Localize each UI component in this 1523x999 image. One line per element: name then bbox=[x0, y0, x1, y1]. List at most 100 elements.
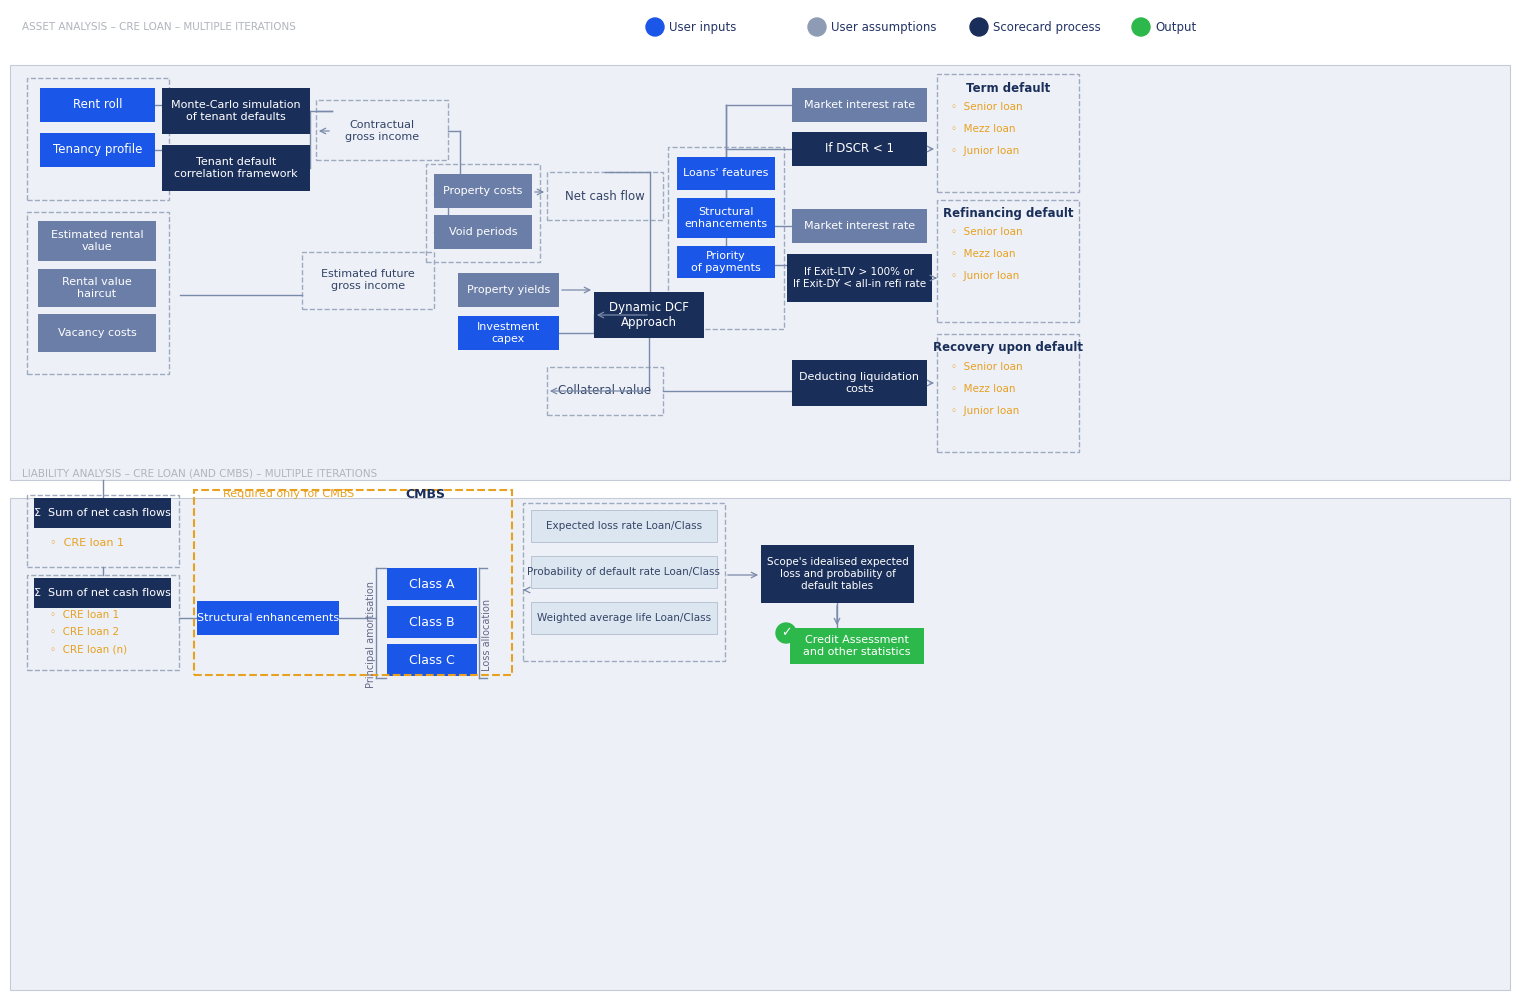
Text: Class A: Class A bbox=[410, 577, 455, 590]
Text: Credit Assessment
and other statistics: Credit Assessment and other statistics bbox=[803, 635, 911, 656]
FancyBboxPatch shape bbox=[532, 510, 717, 542]
Text: ◦  CRE loan 2: ◦ CRE loan 2 bbox=[50, 627, 119, 637]
Text: Tenancy profile: Tenancy profile bbox=[53, 144, 142, 157]
Text: User inputs: User inputs bbox=[669, 21, 737, 34]
Text: Scorecard process: Scorecard process bbox=[993, 21, 1101, 34]
FancyBboxPatch shape bbox=[458, 316, 559, 350]
Text: Deducting liquidation
costs: Deducting liquidation costs bbox=[800, 373, 920, 394]
FancyBboxPatch shape bbox=[11, 65, 1509, 480]
Text: Investment
capex: Investment capex bbox=[477, 323, 541, 344]
Text: Recovery upon default: Recovery upon default bbox=[934, 342, 1083, 355]
Text: Collateral value: Collateral value bbox=[559, 385, 652, 398]
FancyBboxPatch shape bbox=[387, 606, 477, 638]
FancyBboxPatch shape bbox=[792, 132, 928, 166]
Text: Property costs: Property costs bbox=[443, 186, 522, 196]
FancyBboxPatch shape bbox=[678, 157, 775, 190]
FancyBboxPatch shape bbox=[532, 602, 717, 634]
Text: ◦  Senior loan: ◦ Senior loan bbox=[950, 362, 1022, 372]
Text: Loans' features: Loans' features bbox=[684, 169, 769, 179]
FancyBboxPatch shape bbox=[678, 246, 775, 278]
Text: Tenant default
correlation framework: Tenant default correlation framework bbox=[174, 157, 299, 179]
FancyBboxPatch shape bbox=[594, 292, 704, 338]
Text: Rent roll: Rent roll bbox=[73, 99, 122, 112]
Text: Market interest rate: Market interest rate bbox=[804, 100, 915, 110]
FancyBboxPatch shape bbox=[762, 545, 914, 603]
Text: If DSCR < 1: If DSCR < 1 bbox=[825, 143, 894, 156]
Text: Refinancing default: Refinancing default bbox=[943, 207, 1074, 220]
Text: Contractual
gross income: Contractual gross income bbox=[344, 120, 419, 142]
Text: Required only for CMBS: Required only for CMBS bbox=[224, 489, 355, 499]
FancyBboxPatch shape bbox=[678, 198, 775, 238]
FancyBboxPatch shape bbox=[38, 269, 155, 307]
Text: Probability of default rate Loan/Class: Probability of default rate Loan/Class bbox=[527, 567, 720, 577]
FancyBboxPatch shape bbox=[792, 209, 928, 243]
Text: Σ  Sum of net cash flows: Σ Sum of net cash flows bbox=[34, 508, 171, 518]
Text: Dynamic DCF
Approach: Dynamic DCF Approach bbox=[609, 301, 688, 329]
Circle shape bbox=[646, 18, 664, 36]
FancyBboxPatch shape bbox=[434, 215, 532, 249]
Text: Principal amortisation: Principal amortisation bbox=[366, 581, 376, 688]
Text: Scope's idealised expected
loss and probability of
default tables: Scope's idealised expected loss and prob… bbox=[766, 557, 908, 590]
FancyBboxPatch shape bbox=[792, 360, 928, 406]
Text: Weighted average life Loan/Class: Weighted average life Loan/Class bbox=[538, 613, 711, 623]
Circle shape bbox=[777, 623, 797, 643]
Text: ◦  CRE loan (n): ◦ CRE loan (n) bbox=[50, 644, 126, 654]
Text: ◦  Mezz loan: ◦ Mezz loan bbox=[950, 249, 1016, 259]
FancyBboxPatch shape bbox=[196, 601, 340, 635]
Text: Structural
enhancements: Structural enhancements bbox=[684, 207, 768, 229]
Text: ✓: ✓ bbox=[781, 626, 792, 639]
FancyBboxPatch shape bbox=[434, 174, 532, 208]
Text: Loss allocation: Loss allocation bbox=[481, 599, 492, 671]
Circle shape bbox=[1132, 18, 1150, 36]
FancyBboxPatch shape bbox=[34, 498, 171, 528]
FancyBboxPatch shape bbox=[532, 556, 717, 588]
Text: ◦  Mezz loan: ◦ Mezz loan bbox=[950, 384, 1016, 394]
Text: ◦  Junior loan: ◦ Junior loan bbox=[950, 146, 1019, 156]
Text: Estimated future
gross income: Estimated future gross income bbox=[321, 269, 414, 291]
Text: ◦  Junior loan: ◦ Junior loan bbox=[950, 271, 1019, 281]
Text: Market interest rate: Market interest rate bbox=[804, 221, 915, 231]
FancyBboxPatch shape bbox=[387, 644, 477, 676]
FancyBboxPatch shape bbox=[387, 568, 477, 600]
FancyBboxPatch shape bbox=[458, 273, 559, 307]
Text: ◦  Junior loan: ◦ Junior loan bbox=[950, 406, 1019, 416]
Text: Estimated rental
value: Estimated rental value bbox=[50, 230, 143, 252]
Text: Void periods: Void periods bbox=[449, 227, 518, 237]
Text: CMBS: CMBS bbox=[405, 488, 445, 500]
Text: Structural enhancements: Structural enhancements bbox=[196, 613, 340, 623]
Text: Class C: Class C bbox=[410, 653, 455, 666]
Text: Σ  Sum of net cash flows: Σ Sum of net cash flows bbox=[34, 588, 171, 598]
Text: ◦  Senior loan: ◦ Senior loan bbox=[950, 227, 1022, 237]
Text: Rental value
haircut: Rental value haircut bbox=[62, 277, 133, 299]
Circle shape bbox=[970, 18, 988, 36]
FancyBboxPatch shape bbox=[40, 133, 155, 167]
Text: Property yields: Property yields bbox=[468, 285, 550, 295]
FancyBboxPatch shape bbox=[790, 628, 924, 664]
Text: Monte-Carlo simulation
of tenant defaults: Monte-Carlo simulation of tenant default… bbox=[171, 100, 302, 122]
FancyBboxPatch shape bbox=[34, 578, 171, 608]
Text: Priority
of payments: Priority of payments bbox=[691, 251, 762, 273]
FancyBboxPatch shape bbox=[161, 145, 311, 191]
Text: ◦  CRE loan 1: ◦ CRE loan 1 bbox=[50, 610, 119, 620]
Text: If Exit-LTV > 100% or
If Exit-DY < all-in refi rate: If Exit-LTV > 100% or If Exit-DY < all-i… bbox=[793, 267, 926, 289]
FancyBboxPatch shape bbox=[38, 314, 155, 352]
FancyBboxPatch shape bbox=[161, 88, 311, 134]
FancyBboxPatch shape bbox=[11, 498, 1509, 990]
Text: ◦  Senior loan: ◦ Senior loan bbox=[950, 102, 1022, 112]
Text: LIABILITY ANALYSIS – CRE LOAN (AND CMBS) – MULTIPLE ITERATIONS: LIABILITY ANALYSIS – CRE LOAN (AND CMBS)… bbox=[21, 469, 378, 479]
Text: ASSET ANALYSIS – CRE LOAN – MULTIPLE ITERATIONS: ASSET ANALYSIS – CRE LOAN – MULTIPLE ITE… bbox=[21, 22, 295, 32]
FancyBboxPatch shape bbox=[787, 254, 932, 302]
Text: Output: Output bbox=[1154, 21, 1196, 34]
FancyBboxPatch shape bbox=[792, 88, 928, 122]
Text: Expected loss rate Loan/Class: Expected loss rate Loan/Class bbox=[545, 521, 702, 531]
Text: Vacancy costs: Vacancy costs bbox=[58, 328, 137, 338]
Text: User assumptions: User assumptions bbox=[832, 21, 937, 34]
Text: Class B: Class B bbox=[410, 615, 455, 628]
Text: ◦  Mezz loan: ◦ Mezz loan bbox=[950, 124, 1016, 134]
FancyBboxPatch shape bbox=[40, 88, 155, 122]
Circle shape bbox=[809, 18, 825, 36]
Text: ◦  CRE loan 1: ◦ CRE loan 1 bbox=[50, 538, 123, 548]
Text: Net cash flow: Net cash flow bbox=[565, 190, 644, 203]
Text: Term default: Term default bbox=[966, 82, 1051, 95]
FancyBboxPatch shape bbox=[38, 221, 155, 261]
